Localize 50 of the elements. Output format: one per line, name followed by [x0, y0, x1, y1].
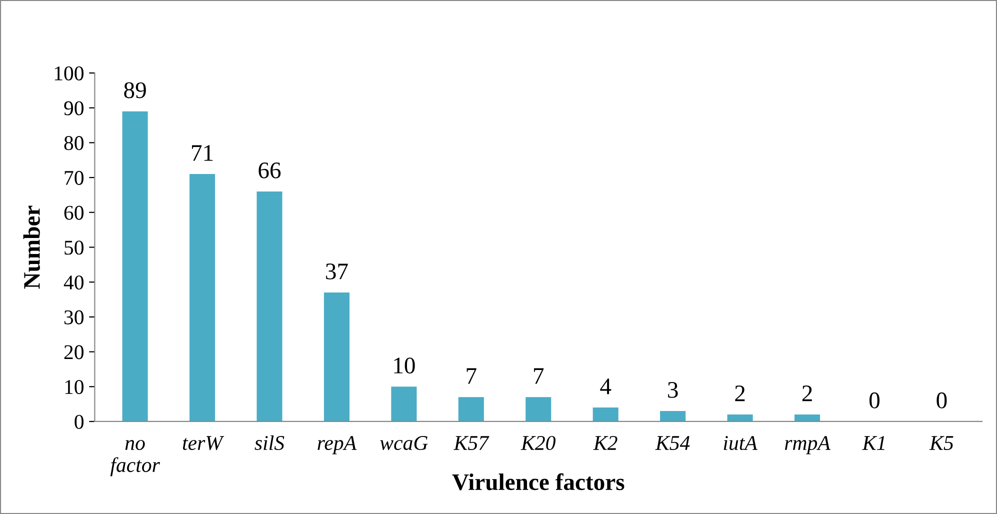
- y-tick-label: 0: [74, 414, 84, 429]
- data-label: 2: [802, 386, 812, 402]
- x-tick-label: rmpA: [784, 436, 830, 454]
- data-label: 0: [936, 392, 947, 408]
- data-label: 4: [600, 378, 612, 394]
- x-tick-label: K5: [929, 436, 954, 450]
- x-tick-label: K54: [655, 436, 690, 450]
- data-label: 37: [326, 264, 348, 280]
- data-label: 7: [466, 368, 476, 384]
- x-tick-label: silS: [254, 435, 284, 450]
- data-label: 0: [869, 392, 880, 408]
- y-tick-label: 40: [64, 275, 84, 290]
- x-tick-label: iutA: [724, 436, 758, 450]
- bar: [122, 111, 148, 422]
- bar: [256, 191, 282, 422]
- y-tick-label: 70: [64, 170, 84, 185]
- x-tick-label: K1: [862, 436, 884, 450]
- data-label: 10: [394, 358, 415, 374]
- y-axis-title: Number: [23, 206, 40, 289]
- data-label: 2: [735, 386, 745, 402]
- y-tick-label: 10: [65, 380, 84, 394]
- y-tick-label: 20: [64, 345, 84, 360]
- x-tick-label: K2: [593, 436, 618, 450]
- y-tick-label: 80: [64, 136, 84, 150]
- y-tick-label: 100: [54, 66, 84, 80]
- data-label: 66: [258, 162, 281, 178]
- x-tick-label: wcaG: [380, 436, 428, 450]
- x-tick-label: no factor: [110, 440, 160, 476]
- x-tick-label: K57: [454, 436, 490, 450]
- bar: [324, 292, 350, 422]
- y-tick-label: 60: [64, 206, 84, 220]
- y-tick-label: 90: [64, 101, 84, 116]
- x-tick-label: terW: [182, 436, 224, 450]
- bar: [592, 408, 618, 422]
- x-tick-label: K20: [520, 436, 556, 450]
- data-label: 3: [668, 382, 678, 398]
- y-tick-label: 30: [64, 310, 84, 324]
- y-tick-label: 50: [64, 240, 84, 255]
- data-label: 89: [124, 82, 146, 98]
- bar: [660, 411, 686, 422]
- data-label: 71: [192, 145, 213, 161]
- bar: [391, 386, 417, 422]
- bar: [458, 397, 484, 422]
- bar: [727, 414, 753, 422]
- bar: [526, 397, 552, 422]
- x-tick-label: repA: [318, 436, 357, 454]
- bar: [794, 414, 820, 422]
- data-label: 7: [534, 368, 544, 384]
- bar: [190, 174, 216, 422]
- x-axis-title: Virulence factors: [452, 473, 624, 490]
